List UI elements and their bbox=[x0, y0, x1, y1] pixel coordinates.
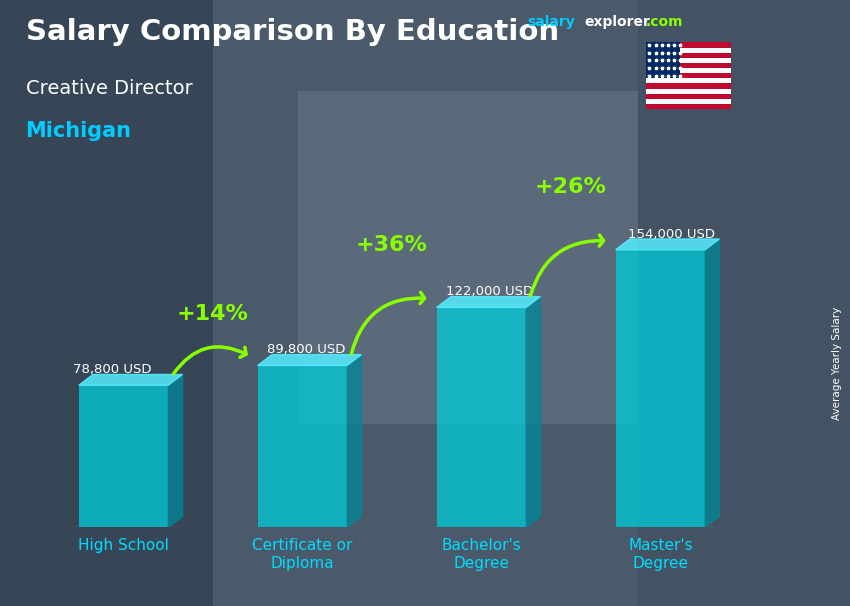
Bar bbox=[646, 94, 731, 99]
Text: 89,800 USD: 89,800 USD bbox=[267, 344, 345, 356]
Bar bbox=[646, 68, 731, 73]
Text: +26%: +26% bbox=[535, 178, 607, 198]
Text: salary: salary bbox=[527, 15, 575, 29]
Polygon shape bbox=[437, 296, 541, 307]
Text: 154,000 USD: 154,000 USD bbox=[628, 228, 715, 241]
Bar bbox=[646, 78, 731, 84]
Polygon shape bbox=[79, 375, 183, 385]
Bar bbox=[646, 53, 731, 58]
Bar bbox=[646, 104, 731, 109]
Text: +36%: +36% bbox=[356, 235, 428, 255]
Text: Average Yearly Salary: Average Yearly Salary bbox=[832, 307, 842, 420]
Bar bbox=[437, 307, 526, 527]
Bar bbox=[646, 63, 731, 68]
Text: .com: .com bbox=[646, 15, 683, 29]
Bar bbox=[646, 88, 731, 94]
Polygon shape bbox=[168, 375, 183, 527]
Text: 78,800 USD: 78,800 USD bbox=[73, 363, 152, 376]
Bar bbox=[646, 42, 731, 47]
Text: +14%: +14% bbox=[177, 304, 249, 324]
Bar bbox=[79, 385, 168, 527]
Text: Michigan: Michigan bbox=[26, 121, 132, 141]
Bar bbox=[646, 47, 731, 53]
Polygon shape bbox=[298, 91, 638, 424]
Text: Salary Comparison By Education: Salary Comparison By Education bbox=[26, 18, 558, 46]
Bar bbox=[646, 73, 731, 78]
Bar bbox=[646, 42, 680, 78]
Polygon shape bbox=[347, 355, 361, 527]
Bar bbox=[258, 365, 347, 527]
Polygon shape bbox=[705, 239, 719, 527]
Bar bbox=[646, 99, 731, 104]
Polygon shape bbox=[526, 296, 541, 527]
Text: explorer: explorer bbox=[585, 15, 650, 29]
Polygon shape bbox=[258, 355, 361, 365]
Text: 122,000 USD: 122,000 USD bbox=[445, 285, 533, 298]
Text: Creative Director: Creative Director bbox=[26, 79, 192, 98]
Bar bbox=[646, 58, 731, 63]
Polygon shape bbox=[0, 0, 212, 606]
Bar bbox=[615, 250, 705, 527]
Bar bbox=[646, 84, 731, 88]
Polygon shape bbox=[638, 0, 850, 606]
Polygon shape bbox=[615, 239, 719, 250]
